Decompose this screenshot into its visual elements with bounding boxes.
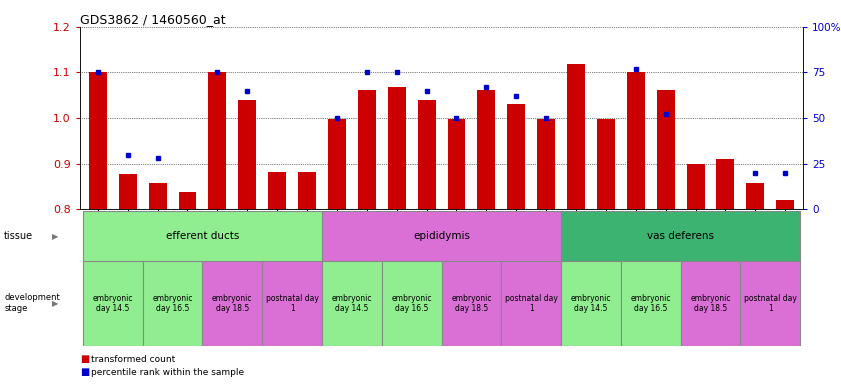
Text: epididymis: epididymis — [413, 231, 470, 241]
Bar — [447, 119, 465, 209]
Bar — [717, 159, 734, 209]
Text: transformed count: transformed count — [91, 354, 175, 364]
Text: embryonic
day 14.5: embryonic day 14.5 — [571, 294, 611, 313]
Bar — [686, 164, 705, 209]
Bar — [597, 119, 615, 209]
Bar — [680, 261, 740, 346]
Bar — [298, 172, 316, 209]
Bar — [322, 261, 382, 346]
Bar — [143, 261, 203, 346]
Bar — [149, 183, 167, 209]
Text: embryonic
day 14.5: embryonic day 14.5 — [331, 294, 372, 313]
Text: embryonic
day 18.5: embryonic day 18.5 — [212, 294, 252, 313]
Bar — [382, 261, 442, 346]
Text: embryonic
day 16.5: embryonic day 16.5 — [391, 294, 432, 313]
Bar — [328, 119, 346, 209]
Text: ■: ■ — [80, 367, 89, 377]
Bar — [268, 172, 286, 209]
Bar — [83, 261, 143, 346]
Text: postnatal day
1: postnatal day 1 — [743, 294, 796, 313]
Text: percentile rank within the sample: percentile rank within the sample — [91, 368, 244, 377]
Bar — [119, 174, 137, 209]
Bar — [776, 200, 794, 209]
Bar — [203, 261, 262, 346]
Bar — [357, 90, 376, 209]
Bar — [262, 261, 322, 346]
Text: vas deferens: vas deferens — [647, 231, 714, 241]
Bar — [537, 119, 555, 209]
Text: embryonic
day 14.5: embryonic day 14.5 — [93, 294, 133, 313]
Text: tissue: tissue — [4, 231, 34, 241]
Bar — [89, 71, 107, 209]
Text: postnatal day
1: postnatal day 1 — [266, 294, 319, 313]
Text: GDS3862 / 1460560_at: GDS3862 / 1460560_at — [80, 13, 225, 26]
Bar — [501, 261, 561, 346]
Text: development
stage: development stage — [4, 293, 60, 313]
Bar — [746, 183, 764, 209]
Text: embryonic
day 18.5: embryonic day 18.5 — [451, 294, 492, 313]
Bar — [627, 71, 645, 209]
Bar — [561, 211, 800, 261]
Text: embryonic
day 16.5: embryonic day 16.5 — [631, 294, 671, 313]
Bar — [209, 71, 226, 209]
Text: ▶: ▶ — [52, 299, 59, 308]
Bar — [388, 87, 405, 209]
Bar — [478, 90, 495, 209]
Bar — [740, 261, 800, 346]
Bar — [238, 100, 257, 209]
Text: postnatal day
1: postnatal day 1 — [505, 294, 558, 313]
Text: efferent ducts: efferent ducts — [166, 231, 239, 241]
Bar — [418, 100, 436, 209]
Bar — [507, 104, 526, 209]
Text: embryonic
day 16.5: embryonic day 16.5 — [152, 294, 193, 313]
Bar — [621, 261, 680, 346]
Text: embryonic
day 18.5: embryonic day 18.5 — [690, 294, 731, 313]
Bar — [178, 192, 197, 209]
Bar — [83, 211, 322, 261]
Bar — [567, 64, 585, 209]
Bar — [442, 261, 501, 346]
Bar — [561, 261, 621, 346]
Bar — [322, 211, 561, 261]
Bar — [657, 90, 674, 209]
Text: ▶: ▶ — [52, 232, 59, 241]
Text: ■: ■ — [80, 354, 89, 364]
